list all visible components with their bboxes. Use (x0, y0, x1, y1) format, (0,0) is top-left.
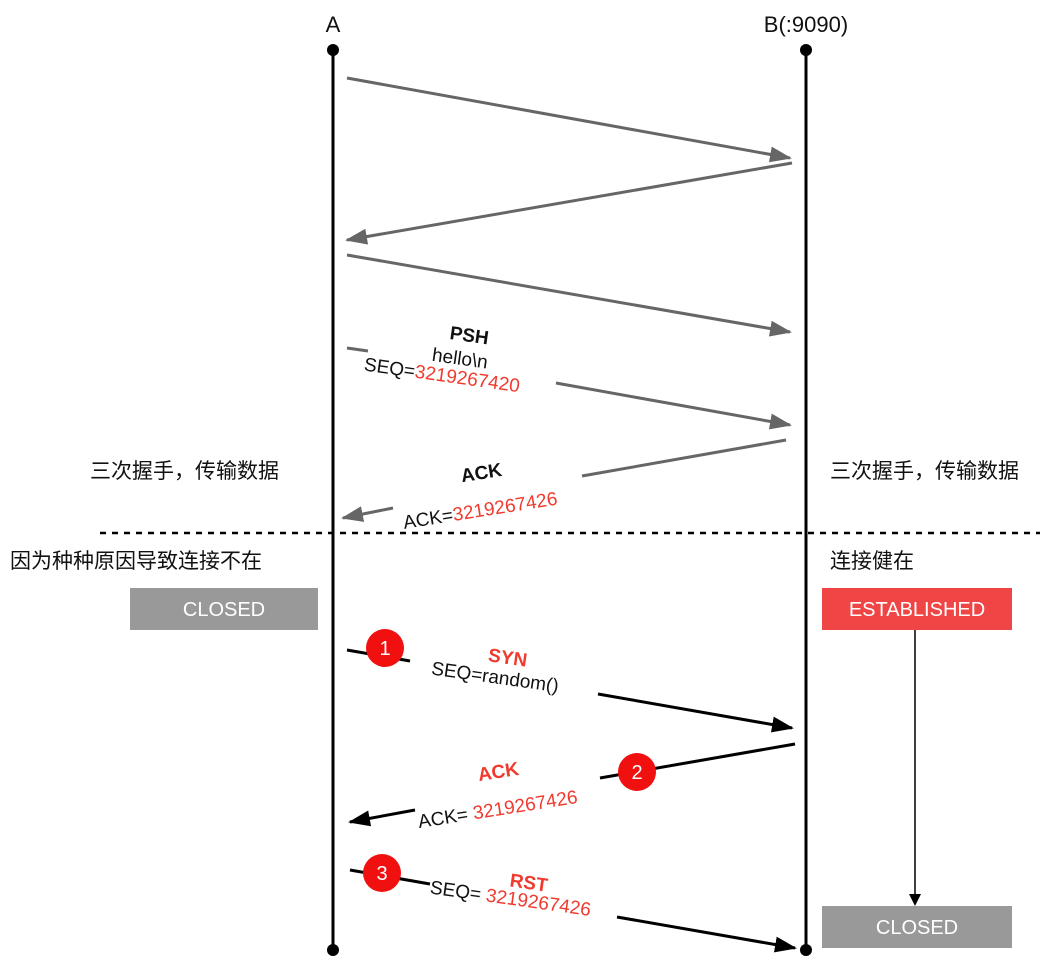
b-state-closed-box (822, 906, 1012, 948)
right-note-handshake: 三次握手，传输数据 (830, 459, 1019, 483)
psh-flag: PSH (448, 323, 490, 349)
a-state-label: CLOSED (183, 599, 265, 621)
step-2-number: 2 (631, 762, 642, 784)
left-note-handshake: 三次握手，传输数据 (90, 459, 279, 483)
ack-number: 3219267426 (451, 489, 559, 526)
step-1-badge (366, 629, 404, 667)
psh-seq-label: SEQ= (363, 355, 417, 383)
psh-arrow (555, 381, 792, 430)
ack-label: ACK= (402, 505, 455, 534)
step-3-number: 3 (376, 863, 387, 885)
host-b-label: B(:9090) (764, 12, 848, 37)
ack-arrow-tail (581, 438, 787, 478)
ack-value: ACK=3219267426 (402, 489, 559, 534)
left-note-disconnected: 因为种种原因导致连接不在 (10, 549, 262, 573)
ack2-number: 3219267426 (471, 787, 579, 824)
right-note-alive: 连接健在 (830, 549, 914, 573)
b-state-established-label: ESTABLISHED (849, 599, 985, 621)
ack2-label: ACK= (417, 804, 475, 833)
step-3-badge (363, 854, 401, 892)
ack2-flag: ACK (476, 759, 520, 786)
ack-flag: ACK (460, 460, 504, 487)
host-a-label: A (326, 12, 341, 37)
handshake-ack-arrow (346, 253, 792, 337)
handshake-synack-arrow (345, 161, 793, 245)
ack2-arrow (348, 808, 416, 827)
host-b-start-dot (800, 44, 812, 56)
a-state-box (130, 588, 318, 630)
host-a-end-dot (327, 944, 339, 956)
b-state-established-box (822, 588, 1012, 630)
psh-arrow-tail (346, 346, 369, 353)
syn-arrow (597, 692, 794, 733)
step-2-badge (618, 753, 656, 791)
step-1-number: 1 (379, 638, 390, 660)
b-state-closed-label: CLOSED (876, 917, 958, 939)
ack2-value: ACK= 3219267426 (417, 787, 579, 833)
host-a-start-dot (327, 44, 339, 56)
host-b-end-dot (800, 944, 812, 956)
rst-seq-label: SEQ= (429, 878, 488, 907)
handshake-syn-arrow (346, 76, 792, 163)
rst-arrow (616, 915, 797, 953)
ack-arrow (341, 506, 394, 522)
